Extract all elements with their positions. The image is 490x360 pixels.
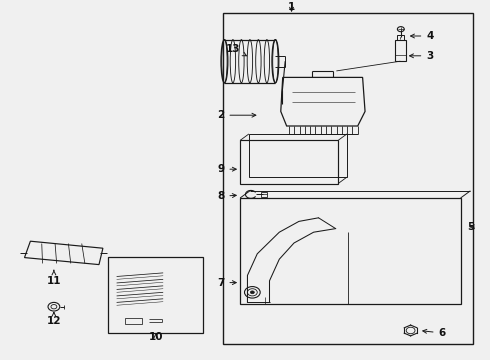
Bar [261,192,267,197]
Bar [395,40,406,61]
Bar [240,198,461,304]
Text: 5: 5 [467,222,474,232]
Text: 7: 7 [217,278,236,288]
Bar [223,13,473,344]
Text: 4: 4 [411,31,434,41]
Text: 9: 9 [217,164,236,174]
Bar [125,318,142,324]
Bar [108,257,203,333]
Text: 13: 13 [225,44,246,56]
Text: 11: 11 [47,270,61,286]
Text: 3: 3 [410,51,434,61]
Text: 8: 8 [217,191,236,201]
Bar [249,134,347,177]
Text: 12: 12 [47,312,61,326]
Text: 6: 6 [423,328,446,338]
Text: 10: 10 [148,332,163,342]
Bar [397,35,404,40]
Text: 2: 2 [217,110,256,120]
Text: 1: 1 [288,2,295,12]
Bar [240,140,338,184]
Circle shape [250,291,254,294]
